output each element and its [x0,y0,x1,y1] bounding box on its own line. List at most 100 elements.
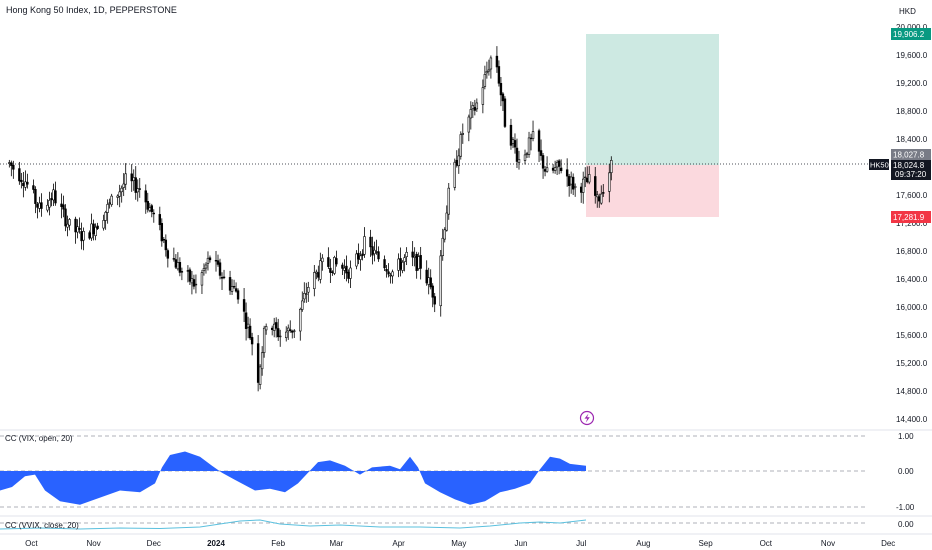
candle-body [174,259,178,268]
price-axis[interactable]: 20,000.0 19,600.0 19,200.0 18,800.0 18,400.0… [896,23,928,424]
candle-body [567,176,571,186]
candle-body [248,325,252,339]
candle-body [234,288,238,292]
candle-body [503,98,507,127]
candle-body [610,160,613,173]
candle-body [467,116,471,133]
candle-body [445,212,448,231]
candle-body [417,256,420,269]
candle-body [387,271,390,275]
svg-text:09:37:20: 09:37:20 [895,170,927,179]
candle-body [584,176,587,179]
candle-body [469,109,473,119]
candle-body [214,259,218,262]
candle-body [192,279,196,287]
price-tick-label: 17,600.0 [896,191,928,200]
candle-body [274,322,278,329]
candlestick-series [8,46,613,392]
candle-body [475,102,479,110]
time-tick-label: May [451,539,466,548]
candle-body [110,195,113,205]
price-tick-label: 17,200.0 [896,219,928,228]
candle-body [206,257,210,264]
candle-body [38,202,41,209]
candle-body [363,236,366,255]
candle-body [232,285,236,288]
candle-body [543,169,547,172]
candle-body [200,272,204,286]
candle-body [220,276,224,279]
candle-body [389,274,392,277]
candle-body [537,130,541,152]
candle-body [439,255,442,307]
candle-body [176,262,180,270]
candle-body [517,159,521,163]
candle-body [541,155,545,169]
candle-body [256,343,260,383]
candle-body [230,286,234,292]
candle-body [66,223,69,228]
candle-body [455,159,458,166]
price-tick-label: 18,400.0 [896,135,928,144]
candle-body [596,194,599,198]
candle-body [250,337,254,345]
candle-body [102,220,105,229]
time-tick-label: Jul [576,539,586,548]
candle-body [343,267,346,271]
candle-body [553,167,557,171]
price-tick-label: 20,000.0 [896,23,928,32]
indicator1-title: CC (VIX, open, 20) [5,434,73,443]
time-axis[interactable]: Oct Nov Dec 2024 Feb Mar Apr May Jun Jul Aug Sep Oct… [25,539,895,548]
candle-body [264,326,268,331]
candle-body [485,71,489,74]
candle-body [359,255,362,260]
candle-body [305,293,308,295]
time-tick-label: Oct [760,539,773,548]
candle-body [441,237,444,256]
price-tick-label: 16,000.0 [896,303,928,312]
indicator1-area [0,451,586,505]
candle-body [80,231,83,242]
candle-body [315,271,318,274]
time-tick-label: Oct [25,539,38,548]
candle-body [571,176,575,190]
candle-body [397,258,400,271]
indicator1-tick: 1.00 [898,432,914,441]
candle-body [34,189,37,204]
loss-zone[interactable] [586,165,719,217]
candle-body [136,188,139,193]
candle-body [579,186,583,193]
candle-body [481,87,485,105]
candle-body [429,277,432,288]
candle-body [515,147,519,162]
profit-zone[interactable] [586,34,719,165]
time-tick-label: Dec [881,539,895,548]
candle-body [62,204,65,210]
candle-body [299,308,302,332]
price-tick-label: 19,200.0 [896,79,928,88]
candle-body [473,107,477,111]
candle-body [347,271,350,279]
flash-icon[interactable] [579,410,595,426]
time-tick-label: Nov [86,539,100,548]
candle-body [598,196,601,202]
candle-body [152,212,155,215]
indicator2-tick: 0.00 [898,520,914,529]
candle-body [321,257,324,263]
time-tick-label: Jun [515,539,528,548]
candle-body [399,258,402,270]
candle-body [22,182,25,187]
symbol-tag: HK50 [869,159,889,170]
candle-body [293,330,296,332]
candle-body [405,251,408,258]
time-tick-label: Apr [392,539,405,548]
candle-body [545,167,549,172]
price-tick-label: 19,600.0 [896,51,928,60]
candle-body [166,250,170,259]
current-price-badge: 18,027.8 18,024.8 09:37:20 [891,149,931,180]
candle-body [573,186,577,188]
target-badge: 19,906.2 [891,28,931,40]
candle-body [204,264,208,269]
